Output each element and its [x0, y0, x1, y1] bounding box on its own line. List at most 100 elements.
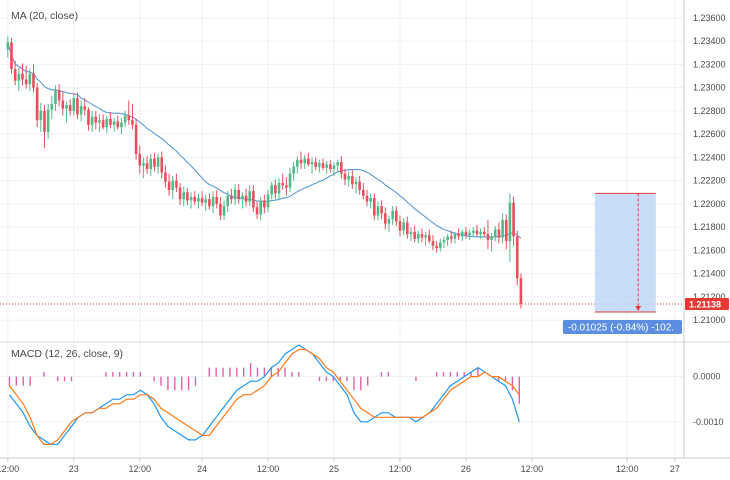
candle-body	[21, 73, 24, 80]
candle-body	[471, 230, 475, 233]
candle-body	[208, 199, 211, 207]
candle-body	[17, 73, 21, 81]
price-tick-label: 1.23600	[693, 13, 726, 23]
candle-body	[39, 110, 43, 121]
candle-body	[186, 192, 189, 201]
candle-body	[54, 89, 57, 104]
candle-body	[219, 203, 222, 216]
measure-region	[594, 193, 656, 312]
candle-body	[222, 206, 226, 216]
candle-body	[94, 116, 98, 123]
candle-body	[398, 221, 402, 231]
candle-body	[160, 157, 164, 173]
candle-body	[120, 122, 123, 128]
price-tick-label: 1.21000	[693, 315, 726, 325]
candle-body	[72, 98, 76, 111]
candle-body	[237, 189, 241, 200]
price-tick-label: 1.23000	[693, 83, 726, 93]
candle-body	[321, 163, 325, 168]
candle-body	[438, 242, 442, 249]
candle-body	[35, 87, 39, 121]
candle-body	[460, 231, 464, 237]
candle-body	[105, 119, 109, 128]
candle-body	[508, 202, 512, 242]
candle-body	[482, 231, 486, 235]
candle-body	[156, 157, 160, 167]
candle-body	[351, 175, 354, 185]
price-tick-label: 1.23200	[693, 59, 726, 69]
candle-body	[420, 234, 424, 238]
measure-arrow-head	[635, 305, 642, 311]
candle-body	[230, 195, 233, 200]
candle-body	[134, 124, 138, 154]
candle-body	[123, 115, 127, 123]
candle-body	[281, 182, 284, 186]
last-price-value: 1.21138	[689, 300, 721, 310]
candle-body	[362, 189, 365, 196]
measure-info-box	[562, 319, 682, 334]
candle-body	[325, 164, 328, 168]
candle-body	[427, 235, 431, 242]
candle-body	[395, 210, 398, 222]
candle-body	[145, 163, 149, 170]
candle-body	[446, 236, 449, 240]
candle-body	[285, 185, 288, 188]
candle-body	[406, 222, 409, 235]
candle-body	[109, 119, 112, 125]
candle-body	[274, 185, 277, 194]
price-tick-label: 1.21200	[693, 292, 726, 302]
price-tick-label: 1.22200	[693, 176, 726, 186]
candle-body	[424, 235, 427, 238]
macd-tick-label: -0.0010	[693, 417, 724, 427]
time-tick-label: 27	[670, 464, 680, 474]
candle-body	[277, 182, 281, 194]
macd-pane-indicator-label: MACD (12, 26, close, 9)	[11, 348, 123, 360]
candle-body	[167, 181, 171, 190]
candle-body	[61, 100, 65, 109]
candle-body	[519, 278, 523, 304]
candle-body	[369, 198, 372, 202]
candle-body	[314, 162, 317, 167]
candle-body	[479, 231, 482, 235]
candle-body	[435, 245, 438, 249]
price-range-measure[interactable]: -0.01025 (-0.84%) -102.	[562, 192, 682, 334]
candle-body	[493, 229, 497, 237]
candle-body	[153, 158, 156, 167]
candle-body	[68, 105, 72, 111]
candle-body	[116, 121, 120, 128]
candle-body	[501, 220, 504, 238]
candle-body	[90, 116, 94, 125]
candle-body	[329, 164, 332, 170]
candle-body	[32, 73, 35, 88]
candle-body	[303, 158, 306, 164]
time-tick-label: 23	[69, 464, 79, 474]
candle-body	[354, 181, 358, 185]
candle-body	[193, 196, 197, 202]
candle-body	[373, 198, 376, 216]
candle-body	[340, 162, 343, 174]
candle-body	[464, 231, 468, 236]
candle-body	[244, 195, 248, 202]
candle-body	[486, 234, 490, 240]
candle-body	[189, 196, 193, 201]
candle-body	[178, 187, 182, 200]
candle-body	[504, 220, 508, 242]
price-tick-label: 1.22400	[693, 152, 726, 162]
measure-info-text: -0.01025 (-0.84%) -102.	[568, 322, 674, 333]
candle-body	[288, 173, 292, 188]
time-tick-label: 24	[197, 464, 207, 474]
candle-body	[87, 109, 90, 125]
candle-body	[138, 153, 142, 166]
candle-body	[79, 106, 83, 115]
candle-body	[215, 196, 219, 204]
candle-body	[50, 103, 54, 110]
labels: MA (20, close) MACD (12, 26, close, 9)	[11, 10, 123, 360]
candle-body	[442, 239, 446, 243]
candle-body	[175, 180, 178, 188]
time-tick-label: 12:00	[521, 464, 544, 474]
candle-body	[270, 185, 274, 195]
candle-body	[376, 206, 380, 216]
